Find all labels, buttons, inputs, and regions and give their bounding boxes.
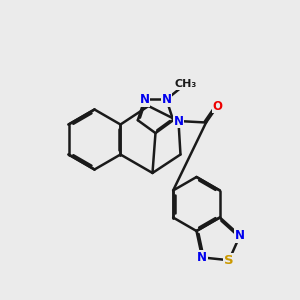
Text: N: N bbox=[173, 115, 184, 128]
Text: N: N bbox=[140, 93, 150, 106]
Text: CH₃: CH₃ bbox=[175, 80, 197, 89]
Text: N: N bbox=[161, 93, 171, 106]
Text: S: S bbox=[224, 254, 234, 267]
Text: O: O bbox=[212, 100, 223, 112]
Text: N: N bbox=[235, 229, 245, 242]
Text: N: N bbox=[197, 251, 207, 264]
